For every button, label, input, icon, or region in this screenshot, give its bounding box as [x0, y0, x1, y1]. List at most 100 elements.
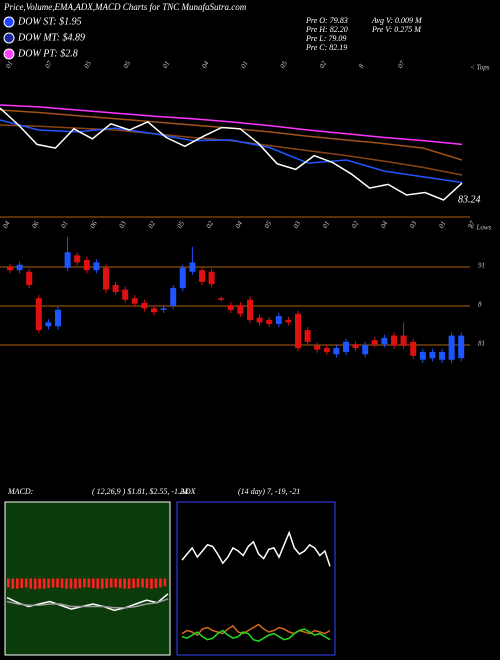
x-axis-label: 01	[321, 220, 331, 230]
histogram-bar	[118, 578, 122, 589]
candle-body	[122, 289, 129, 300]
candle-body	[381, 337, 388, 345]
x-axis-label: 04	[234, 219, 245, 229]
legend-label: DOW PT: $2.8	[17, 48, 78, 59]
histogram-bar	[29, 578, 33, 589]
candle-body	[112, 284, 119, 292]
candle-body	[35, 298, 42, 331]
histogram-bar	[33, 578, 37, 590]
histogram-bar	[127, 578, 131, 589]
histogram-bar	[65, 578, 68, 589]
info-text: Avg V: 0.009 M	[371, 16, 423, 25]
candle-body	[448, 335, 455, 360]
x-axis-label: 04	[379, 219, 390, 229]
candle-body	[218, 298, 225, 300]
y-tick-label: 81	[478, 340, 485, 348]
candle-body	[343, 341, 349, 352]
candle-body	[429, 351, 436, 359]
candle-body	[371, 340, 378, 345]
x-axis-label: 05	[122, 59, 133, 69]
indicator-line	[0, 107, 463, 201]
candle-body	[304, 330, 311, 342]
histogram-bar	[7, 578, 10, 588]
x-axis-label: 8	[357, 62, 366, 69]
x-axis-label: 02	[205, 219, 216, 229]
info-text: Pre H: 82.20	[305, 25, 348, 34]
histogram-bar	[123, 578, 126, 589]
x-axis-label: 07	[43, 59, 54, 69]
x-axis-label: 05	[83, 59, 94, 69]
indicator-line	[181, 530, 331, 567]
candle-body	[103, 267, 109, 290]
candle-body	[55, 309, 61, 327]
x-axis-label: 05	[279, 59, 290, 69]
panel-title: ADX	[179, 487, 197, 496]
y-tick-label: 8	[478, 301, 482, 309]
candle-body	[189, 262, 196, 272]
x-axis-label: 03	[408, 219, 419, 229]
x-axis-label: 06	[88, 219, 99, 229]
histogram-bar	[132, 578, 135, 589]
candle-body	[208, 271, 215, 285]
x-axis-label: 03	[292, 219, 303, 229]
histogram-bar	[100, 578, 104, 589]
histogram-bar	[74, 578, 77, 589]
candle-body	[64, 252, 71, 268]
histogram-bar	[91, 578, 95, 589]
x-axis-label: 05	[263, 219, 274, 229]
x-axis-label: 05	[176, 219, 187, 229]
histogram-bar	[105, 578, 109, 589]
histogram-bar	[109, 578, 113, 588]
candle-body	[247, 299, 253, 321]
candle-body	[141, 302, 148, 309]
histogram-bar	[47, 578, 50, 589]
histogram-bar	[159, 578, 162, 588]
candle-body	[285, 320, 292, 323]
x-axis-label: 01	[239, 60, 249, 70]
indicator-line	[6, 598, 169, 609]
panel-params: ( 12,26,9 ) $1.81, $2.55, -1.24	[92, 487, 188, 496]
candle-body	[400, 335, 407, 346]
legend-swatch	[3, 16, 15, 28]
histogram-bar	[60, 578, 64, 589]
info-text: Pre O: 79.83	[305, 16, 348, 25]
x-axis-label: 04	[200, 59, 211, 69]
legend-label: DOW ST: $1.95	[17, 16, 82, 27]
candle-body	[160, 308, 167, 310]
candle-body	[410, 341, 417, 356]
candle-body	[333, 348, 340, 355]
histogram-bar	[154, 578, 158, 589]
histogram-bar	[42, 578, 46, 589]
panel-title: MACD:	[7, 487, 34, 496]
x-axis-label: 04	[1, 219, 12, 229]
candle-body	[419, 351, 426, 360]
page-title: Price,Volume,EMA,ADX,MACD Charts for TNC…	[3, 2, 247, 12]
candle-body	[314, 345, 321, 350]
candle-body	[83, 260, 90, 271]
panel-params: (14 day) 7, -19, -21	[238, 487, 300, 496]
x-axis-label: 02	[147, 219, 158, 229]
histogram-bar	[24, 578, 28, 588]
candle-body	[151, 308, 157, 313]
histogram-bar	[78, 578, 82, 589]
histogram-bar	[136, 578, 140, 588]
histogram-bar	[11, 578, 15, 589]
x-axis-label: 03	[117, 219, 128, 229]
candle-body	[391, 335, 397, 346]
histogram-bar	[114, 578, 118, 588]
candle-body	[16, 264, 23, 271]
histogram-bar	[15, 578, 19, 589]
candle-body	[352, 344, 359, 349]
x-axis-label: 01	[4, 60, 14, 70]
histogram-bar	[163, 578, 167, 587]
histogram-bar	[69, 578, 73, 589]
last-price: 83.24	[458, 195, 481, 206]
candle-body	[131, 298, 138, 304]
x-axis-label: 01	[437, 220, 447, 230]
histogram-bar	[38, 578, 41, 589]
histogram-bar	[56, 578, 59, 588]
candle-body	[179, 267, 186, 289]
info-text: Pre C: 82.19	[305, 43, 347, 52]
x-axis-label: 02	[318, 59, 329, 69]
candle-body	[170, 288, 177, 307]
